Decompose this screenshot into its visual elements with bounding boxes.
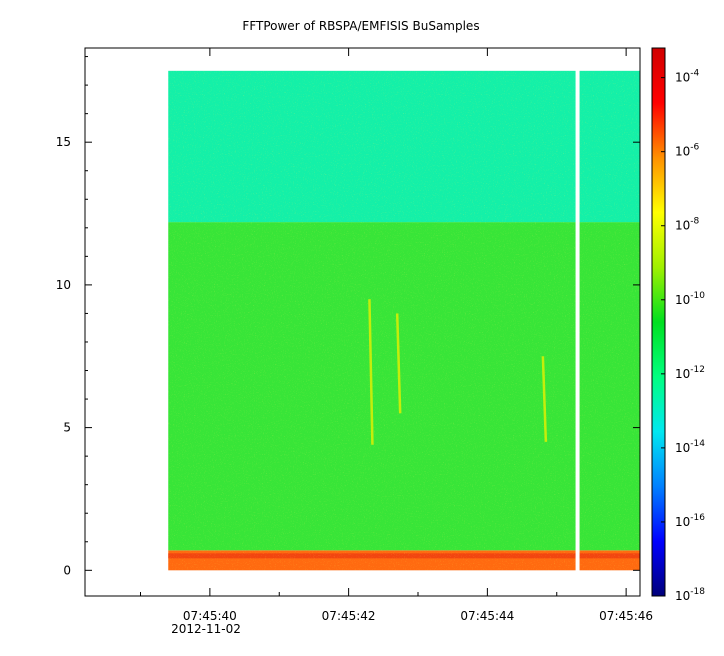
colorbar-tick-label-4: 10-12	[675, 365, 705, 381]
emission-streak-2	[541, 356, 548, 442]
emission-streak-0	[368, 299, 374, 445]
colorbar-tick-label-0: 10-4	[675, 69, 700, 85]
colorbar	[651, 47, 666, 597]
chart-title: FFTPower of RBSPA/EMFISIS BuSamples	[242, 19, 479, 33]
plot-frame	[84, 47, 641, 597]
colorbar-tick-label-6: 10-16	[675, 513, 705, 529]
x-tick-label-2: 07:45:44	[460, 609, 514, 623]
spectrogram-noise	[168, 70, 640, 571]
x-tick-label-0: 07:45:40	[183, 609, 237, 623]
x-tick-label-1: 07:45:42	[322, 609, 376, 623]
x-tick-label-3: 07:45:46	[599, 609, 653, 623]
colorbar-tick-label-3: 10-10	[675, 291, 705, 307]
y-tick-label-2: 10	[56, 278, 71, 292]
colorbar-tick-label-1: 10-6	[675, 143, 700, 159]
colorbar-tick-label-2: 10-8	[675, 217, 700, 233]
y-tick-label-1: 5	[63, 421, 71, 435]
axes: 0 5 10 15 07:45:40 07:45:42 07:45:44 07:45:46	[56, 48, 653, 623]
colorbar-tick-label-7: 10-18	[675, 587, 705, 603]
colorbar-tick-label-5: 10-14	[675, 439, 705, 455]
colorbar-ticks: 10-4 10-6 10-8 10-10 10-12 10-14 10-16 10-18	[661, 69, 705, 603]
emission-streak-1	[395, 313, 402, 414]
y-tick-label-0: 0	[63, 563, 71, 577]
x-date-label: 2012-11-02	[171, 622, 241, 636]
data-gap	[575, 69, 580, 572]
plot-area	[168, 69, 640, 572]
y-tick-label-3: 15	[56, 135, 71, 149]
